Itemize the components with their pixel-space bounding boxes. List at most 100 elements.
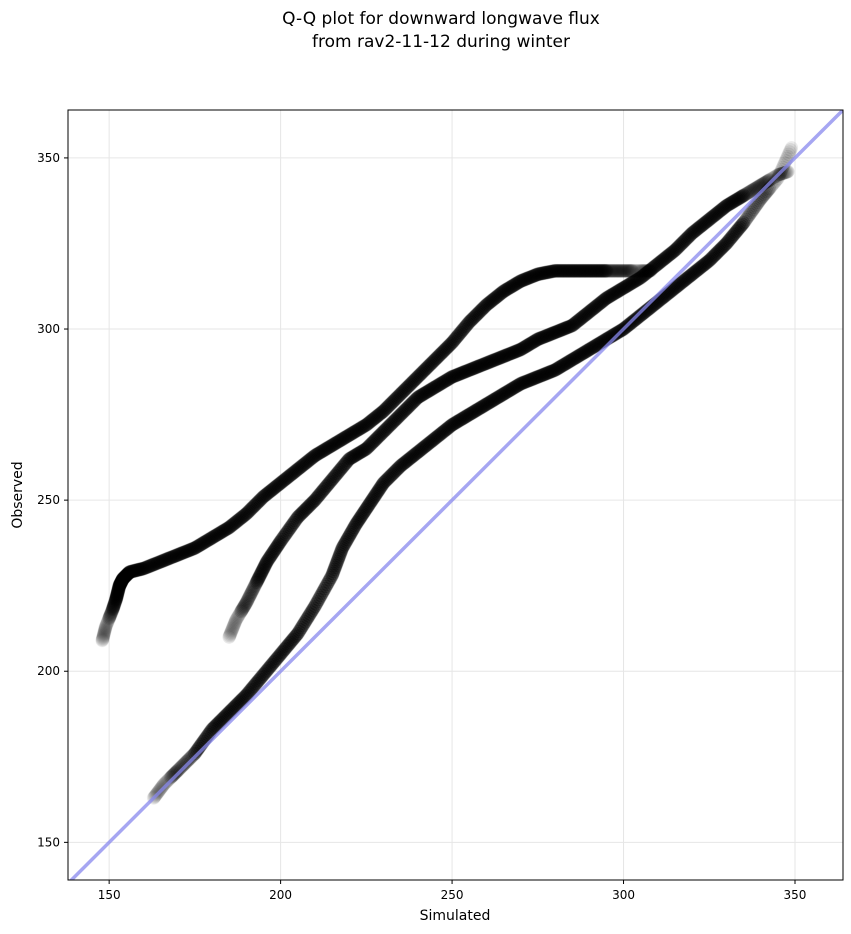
y-tick-label: 350 (37, 151, 60, 165)
qq-point (235, 601, 250, 616)
qq-point (421, 383, 436, 398)
qq-point (451, 367, 466, 382)
qq-point (212, 715, 227, 730)
qq-point (391, 461, 406, 476)
qq-point (298, 456, 313, 471)
qq-point (323, 570, 338, 585)
qq-point (383, 417, 398, 432)
qq-point (227, 618, 241, 632)
qq-point (535, 266, 550, 281)
qq-point (110, 585, 125, 600)
qq-point (167, 549, 182, 564)
qq-point (213, 713, 228, 728)
qq-point (446, 369, 461, 384)
qq-point (469, 360, 484, 375)
qq-point (95, 633, 109, 647)
qq-point (373, 480, 388, 495)
qq-point (296, 616, 311, 631)
qq-point (337, 537, 352, 552)
qq-point (696, 217, 711, 232)
qq-point (231, 695, 246, 710)
qq-point (112, 577, 127, 592)
qq-point (576, 346, 591, 361)
qq-point (503, 346, 518, 361)
qq-point (225, 701, 240, 716)
qq-point (412, 444, 427, 459)
qq-point (163, 771, 177, 785)
qq-point (687, 224, 702, 239)
qq-point (698, 215, 713, 230)
qq-point (257, 666, 272, 681)
qq-point (333, 546, 348, 561)
qq-point (639, 265, 654, 280)
qq-point (328, 468, 343, 483)
qq-point (158, 776, 172, 790)
qq-point (180, 543, 195, 558)
qq-point (525, 371, 540, 386)
qq-point (405, 395, 420, 410)
qq-point (369, 410, 384, 425)
qq-point (165, 768, 180, 783)
qq-point (549, 362, 564, 377)
qq-point (190, 539, 205, 554)
qq-point (211, 527, 226, 542)
qq-point (431, 378, 446, 392)
qq-point (492, 287, 507, 302)
qq-point (370, 430, 385, 445)
qq-point (538, 367, 553, 381)
x-tick-label: 350 (784, 888, 807, 902)
qq-point (119, 568, 134, 583)
qq-point (712, 204, 727, 219)
qq-point (237, 599, 252, 614)
qq-point (409, 371, 424, 386)
qq-point (459, 318, 474, 333)
qq-point (356, 443, 371, 458)
qq-point (269, 540, 284, 555)
qq-point (675, 235, 690, 250)
qq-point (291, 461, 306, 476)
qq-point (605, 263, 620, 278)
qq-point (448, 415, 463, 430)
qq-point (242, 588, 257, 603)
qq-point (560, 263, 575, 278)
qq-point (421, 436, 436, 451)
qq-point (727, 193, 742, 208)
qq-point (437, 343, 452, 358)
qq-point (269, 478, 284, 493)
qq-point (224, 626, 238, 640)
qq-point (448, 368, 463, 383)
qq-point (273, 476, 288, 491)
qq-point (440, 340, 455, 355)
qq-point (348, 448, 363, 463)
qq-point (345, 449, 360, 464)
qq-point (529, 267, 544, 282)
x-axis-ticks: 150 200 250 300 350 (98, 880, 807, 902)
qq-point (111, 583, 126, 598)
qq-point (622, 263, 637, 278)
qq-point (456, 322, 471, 337)
qq-point (359, 500, 374, 515)
qq-point (160, 774, 174, 788)
qq-point (289, 628, 304, 643)
qq-point (360, 499, 375, 514)
qq-point (320, 478, 335, 493)
qq-point (463, 362, 478, 377)
qq-point (197, 535, 212, 550)
qq-point (262, 550, 277, 565)
qq-point (224, 702, 239, 717)
qq-point (314, 588, 329, 603)
qq-point (157, 777, 171, 791)
qq-point (508, 344, 523, 359)
qq-point (354, 444, 369, 459)
qq-point (568, 315, 583, 330)
qq-point (729, 192, 744, 207)
qq-point (426, 354, 441, 369)
qq-point (464, 312, 479, 327)
qq-point (176, 757, 191, 772)
qq-point (618, 263, 633, 278)
qq-point (280, 523, 295, 538)
qq-point (151, 555, 166, 570)
y-axis-label: Observed (10, 461, 26, 528)
qq-point (730, 192, 745, 207)
qq-point (167, 766, 182, 781)
